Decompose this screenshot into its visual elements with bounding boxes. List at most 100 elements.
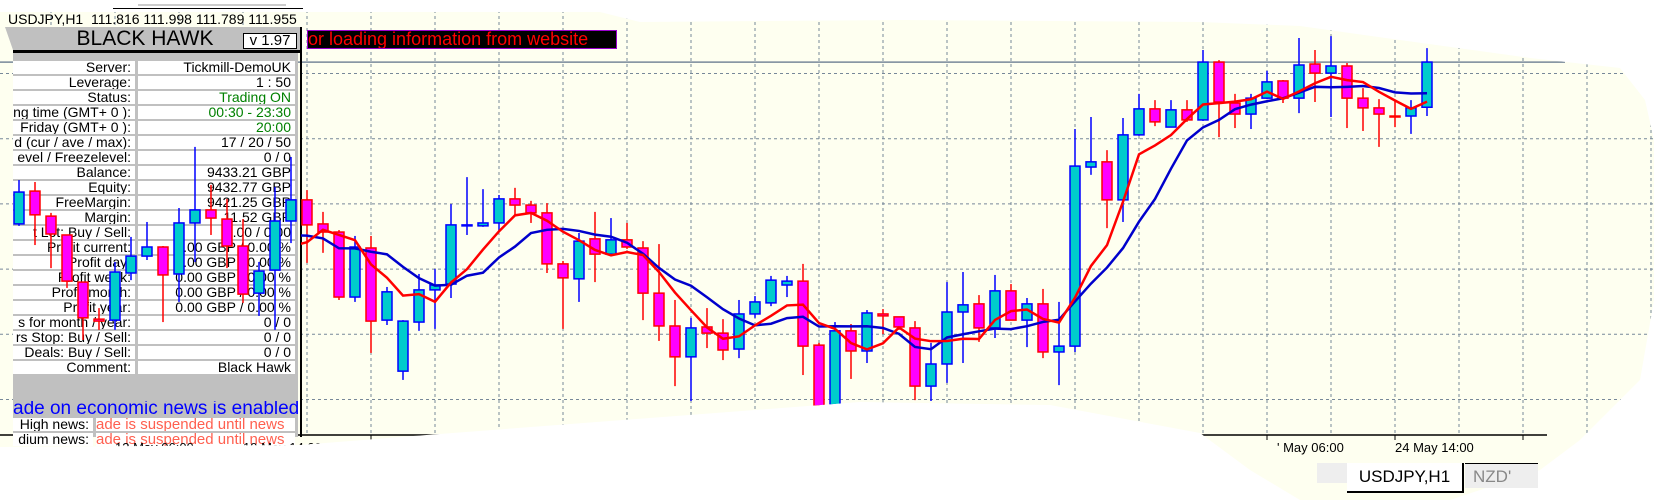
candle-bullish <box>253 261 265 316</box>
candle-bullish <box>397 320 409 380</box>
candle-body <box>861 312 873 352</box>
panel-row-label: Equity: <box>13 181 135 194</box>
candle-body <box>477 222 489 227</box>
candle-bullish <box>1405 100 1417 134</box>
candle-bearish <box>221 198 233 269</box>
candle-bearish <box>1037 288 1049 359</box>
panel-row: Server: Tickmill-DemoUK <box>13 61 295 74</box>
candle-bearish <box>1373 99 1385 147</box>
panel-row: ng time (GMT+ 0 ): 00:30 - 23:30 <box>13 106 295 119</box>
candle-bearish <box>1213 60 1225 138</box>
candle-bearish <box>813 342 825 407</box>
tab-nzd[interactable]: NZD' <box>1465 463 1538 488</box>
candle-bearish <box>1005 284 1017 321</box>
news-filter-label: dium news: <box>13 433 93 446</box>
panel-row-value: 20:00 <box>138 121 295 134</box>
candle-bearish <box>237 219 249 303</box>
candle-bullish <box>861 310 873 364</box>
candle-body <box>717 332 729 351</box>
candle-bearish <box>973 295 985 342</box>
panel-row-label: rs Stop: Buy / Sell: <box>13 331 135 344</box>
candle-bearish <box>557 260 569 329</box>
candle-bullish <box>269 186 281 330</box>
candle-bearish <box>653 244 665 341</box>
candle-body <box>1133 108 1145 136</box>
panel-header <box>5 27 302 50</box>
panel-row-value: 0.00 GBP / 0.00 % <box>138 301 295 314</box>
candle-bearish <box>1101 150 1113 229</box>
candle-body <box>1293 64 1305 99</box>
candle-bullish <box>189 146 201 262</box>
panel-row-value: 0 / 0 <box>138 346 295 359</box>
candle-body <box>781 280 793 286</box>
candle-bearish <box>509 187 521 215</box>
candle-body <box>653 292 665 327</box>
panel-row: Deals: Buy / Sell: 0 / 0 <box>13 346 295 359</box>
window-edge-line <box>113 8 303 9</box>
candle-body <box>221 218 233 247</box>
moving-average-slow-line <box>301 84 1428 351</box>
tab-usdjpy-h1[interactable]: USDJPY,H1 <box>1347 463 1464 493</box>
candle-body <box>749 301 761 315</box>
candle-body <box>93 318 105 322</box>
panel-row-value: 0 / 0 <box>138 151 295 164</box>
candle-bullish <box>829 322 841 406</box>
candle-body <box>829 330 841 406</box>
candle-body <box>397 320 409 372</box>
candle-body <box>365 247 377 322</box>
candle-bearish <box>845 324 857 379</box>
candle-body <box>45 215 57 235</box>
candle-body <box>493 198 505 224</box>
candle-bearish <box>1389 100 1401 128</box>
candle-body <box>541 212 553 265</box>
candle-body <box>1309 63 1321 74</box>
panel-row: evel / Freezelevel: 0 / 0 <box>13 151 295 164</box>
panel-row-value: 9421.25 GBP <box>138 196 295 209</box>
tab-previous[interactable] <box>1317 463 1348 483</box>
panel-row: Status: Trading ON <box>13 91 295 104</box>
panel-row-value: 17 / 20 / 50 <box>138 136 295 149</box>
panel-row: Balance: 9433.21 GBP <box>13 166 295 179</box>
candle-body <box>413 289 425 323</box>
candle-bearish <box>317 211 329 253</box>
candle-body <box>77 281 89 319</box>
candle-body <box>29 190 41 216</box>
candle-body <box>1069 165 1081 347</box>
panel-title: BLACK HAWK <box>76 27 214 50</box>
candle-body <box>1037 303 1049 353</box>
panel-row-value: 9432.77 GBP <box>138 181 295 194</box>
candle-bearish <box>669 299 681 387</box>
candle-bearish <box>61 234 73 288</box>
candle-bearish <box>333 230 345 300</box>
candle-bearish <box>301 190 313 263</box>
candle-bearish <box>365 235 377 353</box>
candle-bullish <box>1197 50 1209 121</box>
candle-body <box>461 224 473 227</box>
panel-row: d (cur / ave / max): 17 / 20 / 50 <box>13 136 295 149</box>
candle-body <box>1277 80 1289 99</box>
candle-body <box>445 224 457 285</box>
candle-bullish <box>381 286 393 325</box>
candle-bullish <box>1293 38 1305 114</box>
panel-row: Friday (GMT+ 0 ): 20:00 <box>13 121 295 134</box>
panel-row: rs Stop: Buy / Sell: 0 / 0 <box>13 331 295 344</box>
moving-average-fast-line <box>301 75 1428 351</box>
panel-row-label: Margin: <box>13 211 135 224</box>
candle-body <box>317 223 329 233</box>
candle-bullish <box>109 261 121 330</box>
panel-row-value: 9433.21 GBP <box>138 166 295 179</box>
panel-row: Comment: Black Hawk <box>13 361 295 374</box>
candle-bullish <box>1261 70 1273 100</box>
candle-bearish <box>1149 100 1161 127</box>
candle-body <box>1149 108 1161 123</box>
panel-row: Equity: 9432.77 GBP <box>13 181 295 194</box>
candle-bullish <box>349 235 361 302</box>
candle-body <box>61 234 73 282</box>
candle-body <box>1005 290 1017 321</box>
candle-bullish <box>1021 298 1033 348</box>
candle-bearish <box>205 184 217 235</box>
candle-body <box>125 255 137 274</box>
candle-bullish <box>685 317 697 402</box>
panel-row-label: d (cur / ave / max): <box>13 136 135 149</box>
